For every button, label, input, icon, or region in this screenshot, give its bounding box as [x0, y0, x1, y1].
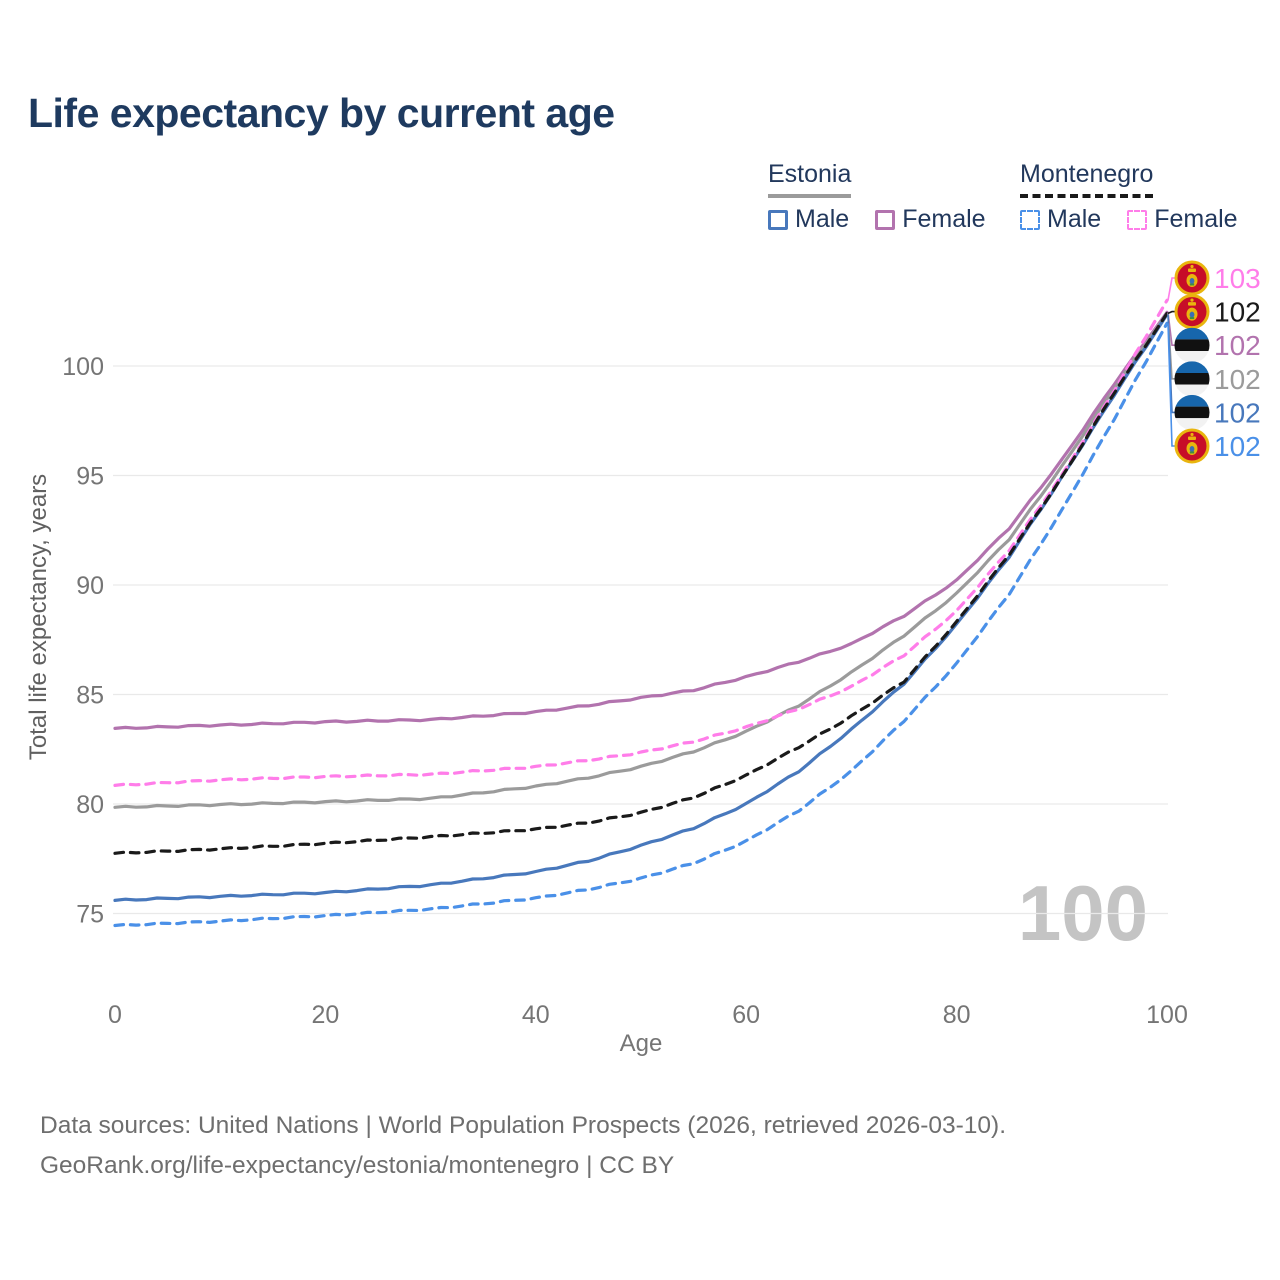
x-tick-100: 100 — [1146, 1001, 1188, 1029]
y-tick-80: 80 — [76, 791, 104, 819]
flag-montenegro-icon — [1174, 260, 1210, 296]
data-sources: Data sources: United Nations | World Pop… — [40, 1106, 1006, 1186]
legend-item-label: Female — [1154, 205, 1238, 233]
y-tick-85: 85 — [76, 682, 104, 710]
flag-estonia-icon — [1174, 361, 1210, 397]
y-axis-label: Total life expectancy, years — [25, 474, 52, 760]
line-est-female — [113, 310, 1169, 730]
legend-item-estonia-female[interactable]: Female — [875, 205, 986, 234]
montenegro-male-swatch-icon — [1020, 209, 1040, 230]
y-tick-95: 95 — [76, 463, 104, 491]
estonia-male-swatch-icon — [768, 209, 788, 230]
legend-item-label: Male — [1047, 205, 1102, 233]
legend-country-montenegro[interactable]: Montenegro — [1020, 160, 1154, 198]
legend-group-estonia: Estonia Male Female — [768, 160, 986, 234]
legend-group-montenegro: Montenegro Male Female — [1020, 160, 1238, 234]
end-label-1: 102 — [1214, 297, 1261, 328]
legend-item-estonia-male[interactable]: Male — [768, 205, 849, 234]
flag-montenegro-icon — [1174, 428, 1210, 464]
line-est-total — [113, 311, 1169, 809]
y-tick-100: 100 — [62, 353, 104, 381]
end-label-5: 102 — [1214, 431, 1261, 462]
montenegro-female-swatch-icon — [1127, 209, 1148, 230]
line-mne-male — [113, 321, 1169, 928]
y-tick-90: 90 — [76, 572, 104, 600]
data-sources-line2: GeoRank.org/life-expectancy/estonia/mont… — [40, 1152, 675, 1179]
flag-estonia-icon — [1174, 327, 1210, 363]
x-tick-60: 60 — [732, 1001, 760, 1029]
flag-montenegro-icon — [1174, 294, 1210, 330]
legend-item-label: Female — [902, 205, 986, 233]
legend-country-estonia[interactable]: Estonia — [768, 160, 852, 198]
x-tick-40: 40 — [522, 1001, 550, 1029]
page-title: Life expectancy by current age — [28, 90, 615, 136]
estonia-female-swatch-icon — [875, 209, 896, 230]
y-tick-75: 75 — [76, 901, 104, 929]
end-label-4: 102 — [1214, 397, 1261, 428]
data-sources-line1: Data sources: United Nations | World Pop… — [40, 1112, 1007, 1139]
end-label-2: 102 — [1214, 330, 1261, 361]
legend-item-label: Male — [795, 205, 850, 233]
end-label-3: 102 — [1214, 364, 1261, 395]
line-mne-total — [113, 311, 1169, 855]
flag-estonia-icon — [1174, 394, 1210, 430]
legend-item-montenegro-male[interactable]: Male — [1020, 205, 1101, 234]
x-tick-80: 80 — [943, 1001, 971, 1029]
x-tick-0: 0 — [108, 1001, 122, 1029]
end-label-0: 103 — [1214, 263, 1261, 294]
line-mne-female — [113, 298, 1169, 787]
legend-item-montenegro-female[interactable]: Female — [1127, 205, 1238, 234]
x-axis-label: Age — [620, 1030, 663, 1057]
x-tick-20: 20 — [311, 1001, 339, 1029]
